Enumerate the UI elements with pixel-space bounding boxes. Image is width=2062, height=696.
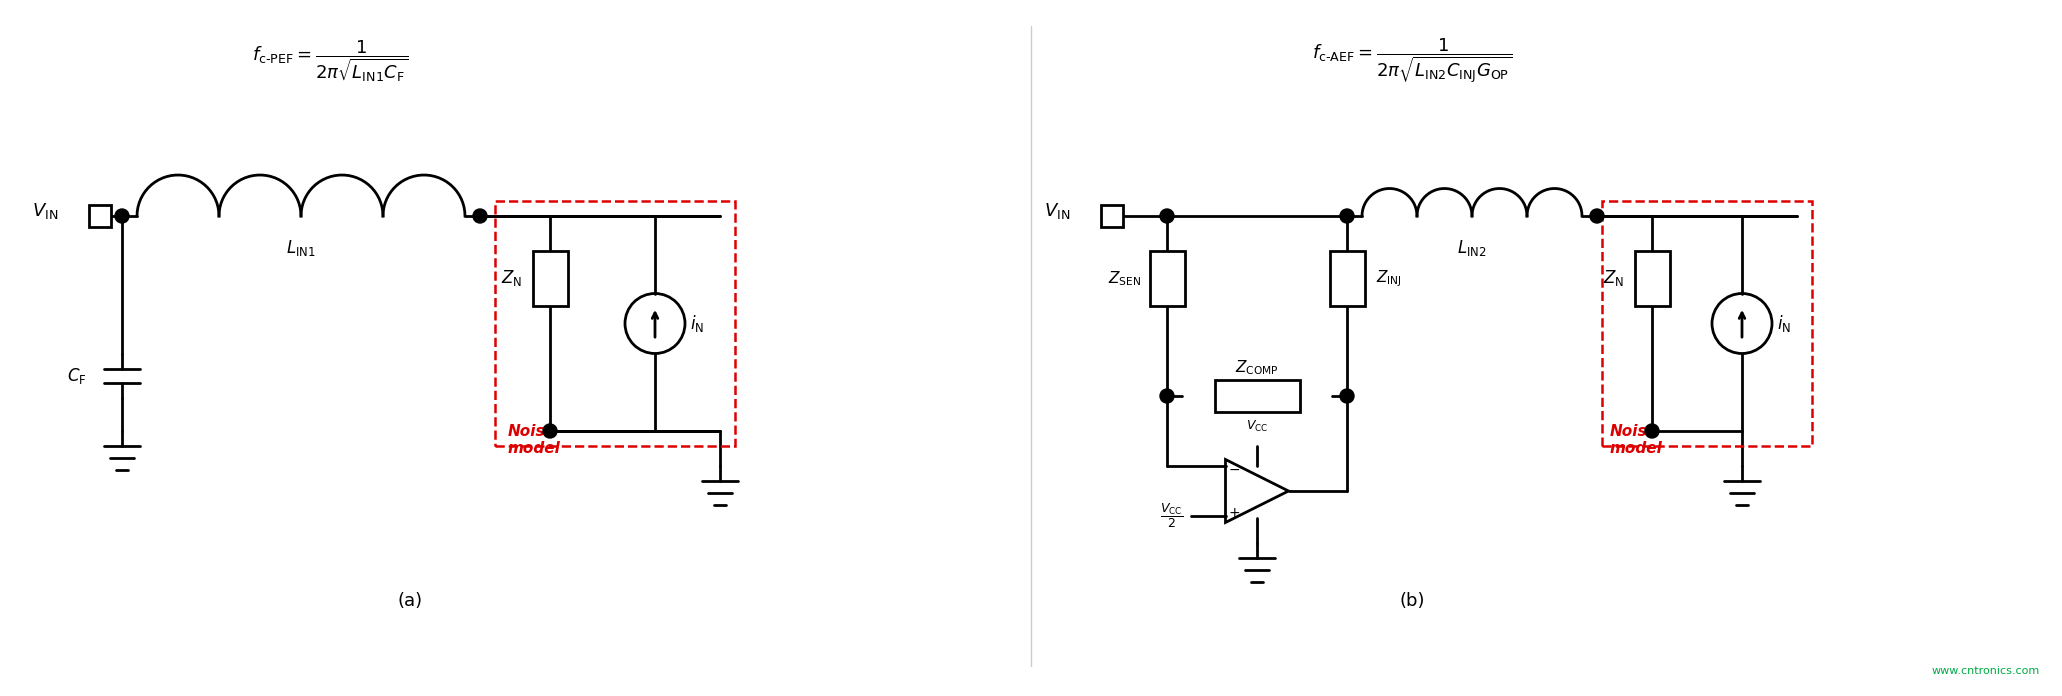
Bar xyxy=(1149,251,1184,306)
Circle shape xyxy=(1161,209,1173,223)
Text: $+$: $+$ xyxy=(1229,506,1241,520)
Text: $L_{\mathrm{IN2}}$: $L_{\mathrm{IN2}}$ xyxy=(1458,238,1487,258)
Text: $V_{\mathrm{IN}}$: $V_{\mathrm{IN}}$ xyxy=(31,201,58,221)
Text: $f_{\mathrm{c\text{-}AEF}} = \dfrac{1}{2\pi\sqrt{L_{\mathrm{IN2}}C_{\mathrm{INJ}: $f_{\mathrm{c\text{-}AEF}} = \dfrac{1}{2… xyxy=(1311,37,1511,86)
Text: $i_{\mathrm{N}}$: $i_{\mathrm{N}}$ xyxy=(1777,313,1792,334)
Text: $Z_{\mathrm{N}}$: $Z_{\mathrm{N}}$ xyxy=(1604,269,1625,289)
Text: $V_{\mathrm{IN}}$: $V_{\mathrm{IN}}$ xyxy=(1043,201,1070,221)
Text: $Z_{\mathrm{COMP}}$: $Z_{\mathrm{COMP}}$ xyxy=(1235,358,1278,377)
Text: Noise
model: Noise model xyxy=(1610,424,1662,457)
Circle shape xyxy=(1645,424,1660,438)
Circle shape xyxy=(1590,209,1604,223)
Text: $C_{\mathrm{F}}$: $C_{\mathrm{F}}$ xyxy=(68,366,87,386)
Text: $i_{\mathrm{N}}$: $i_{\mathrm{N}}$ xyxy=(691,313,703,334)
Text: $\dfrac{V_{\mathrm{CC}}}{2}$: $\dfrac{V_{\mathrm{CC}}}{2}$ xyxy=(1161,502,1184,530)
Text: $V_{\mathrm{CC}}$: $V_{\mathrm{CC}}$ xyxy=(1245,419,1268,434)
Bar xyxy=(1635,251,1670,306)
Bar xyxy=(1215,380,1299,412)
Text: Noise
model: Noise model xyxy=(507,424,561,457)
Circle shape xyxy=(1161,389,1173,403)
Text: www.cntronics.com: www.cntronics.com xyxy=(1932,666,2039,676)
Text: $f_{\mathrm{c\text{-}PEF}} = \dfrac{1}{2\pi\sqrt{L_{\mathrm{IN1}}C_{\mathrm{F}}}: $f_{\mathrm{c\text{-}PEF}} = \dfrac{1}{2… xyxy=(252,38,408,84)
Text: $-$: $-$ xyxy=(1229,462,1241,476)
Circle shape xyxy=(1340,389,1355,403)
Bar xyxy=(532,251,567,306)
Circle shape xyxy=(472,209,487,223)
Circle shape xyxy=(1340,209,1355,223)
Bar xyxy=(1330,251,1365,306)
Text: $Z_{\mathrm{SEN}}$: $Z_{\mathrm{SEN}}$ xyxy=(1109,269,1142,288)
Text: $L_{\mathrm{IN1}}$: $L_{\mathrm{IN1}}$ xyxy=(287,238,315,258)
Text: (b): (b) xyxy=(1400,592,1425,610)
Bar xyxy=(1101,205,1124,227)
Text: $Z_{\mathrm{N}}$: $Z_{\mathrm{N}}$ xyxy=(501,269,522,289)
Text: $Z_{\mathrm{INJ}}$: $Z_{\mathrm{INJ}}$ xyxy=(1375,268,1402,289)
Bar xyxy=(1602,201,1812,446)
Bar xyxy=(89,205,111,227)
Circle shape xyxy=(115,209,130,223)
Bar xyxy=(495,201,734,446)
Text: (a): (a) xyxy=(398,592,423,610)
Circle shape xyxy=(542,424,557,438)
